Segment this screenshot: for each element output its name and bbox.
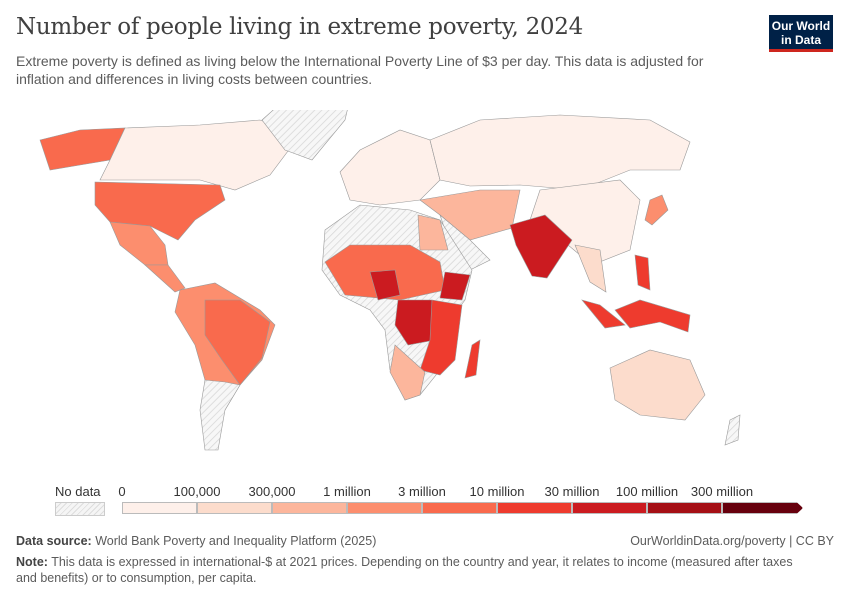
data-source: Data source: World Bank Poverty and Ineq…	[16, 534, 376, 548]
legend-tick-label: 300 million	[690, 484, 754, 499]
region-drc[interactable]	[394, 299, 436, 346]
legend-tick-label: 3 million	[398, 484, 446, 499]
legend-bin[interactable]	[647, 502, 722, 514]
legend-bin[interactable]	[572, 502, 647, 514]
region-southern-cone[interactable]	[199, 379, 241, 451]
note-text: This data is expressed in international-…	[16, 555, 793, 585]
legend-no-data-label: No data	[55, 484, 101, 499]
note-label: Note:	[16, 555, 48, 569]
owid-logo[interactable]: Our World in Data	[769, 15, 833, 52]
region-japan[interactable]	[644, 194, 669, 226]
region-indonesia-east[interactable]	[614, 299, 691, 333]
region-southeast-asia[interactable]	[574, 244, 607, 293]
legend-tick-label: 0	[118, 484, 126, 499]
region-new-zealand[interactable]	[724, 414, 741, 446]
legend-bin[interactable]	[122, 502, 197, 514]
legend-tick-label: 300,000	[248, 484, 296, 499]
region-madagascar[interactable]	[464, 339, 481, 379]
region-australia[interactable]	[609, 349, 706, 421]
region-east-africa[interactable]	[419, 299, 463, 376]
region-canada[interactable]	[99, 119, 301, 191]
region-indonesia[interactable]	[581, 299, 626, 329]
region-philippines[interactable]	[634, 254, 651, 291]
legend-tick-label: 100,000	[173, 484, 221, 499]
region-egypt[interactable]	[417, 214, 449, 251]
region-india[interactable]	[509, 214, 573, 279]
legend-tick-label: 10 million	[469, 484, 525, 499]
source-text: World Bank Poverty and Inequality Platfo…	[95, 534, 377, 548]
region-russia[interactable]	[429, 114, 691, 191]
legend-no-data-swatch	[55, 502, 105, 516]
legend-bin[interactable]	[722, 502, 803, 514]
page-title: Number of people living in extreme pover…	[16, 14, 583, 40]
note: Note: This data is expressed in internat…	[16, 554, 816, 586]
legend-bin[interactable]	[197, 502, 272, 514]
region-ethiopia[interactable]	[439, 271, 471, 301]
legend-tick-label: 1 million	[323, 484, 371, 499]
legend-bin[interactable]	[422, 502, 497, 514]
legend-tick-label: 100 million	[615, 484, 679, 499]
legend-tick-label: 30 million	[544, 484, 600, 499]
region-nigeria[interactable]	[369, 269, 401, 301]
region-southern-africa[interactable]	[389, 344, 426, 401]
legend-bin[interactable]	[347, 502, 422, 514]
subtitle: Extreme poverty is defined as living bel…	[16, 53, 704, 87]
source-label: Data source:	[16, 534, 92, 548]
region-central-america[interactable]	[144, 264, 186, 293]
region-europe[interactable]	[339, 129, 441, 206]
legend-bin[interactable]	[497, 502, 572, 514]
region-greenland[interactable]	[261, 110, 352, 161]
region-brazil[interactable]	[204, 299, 271, 386]
world-map[interactable]	[0, 110, 850, 480]
legend-bin[interactable]	[272, 502, 347, 514]
source-link[interactable]: OurWorldinData.org/poverty | CC BY	[630, 534, 834, 548]
region-usa[interactable]	[94, 181, 226, 241]
